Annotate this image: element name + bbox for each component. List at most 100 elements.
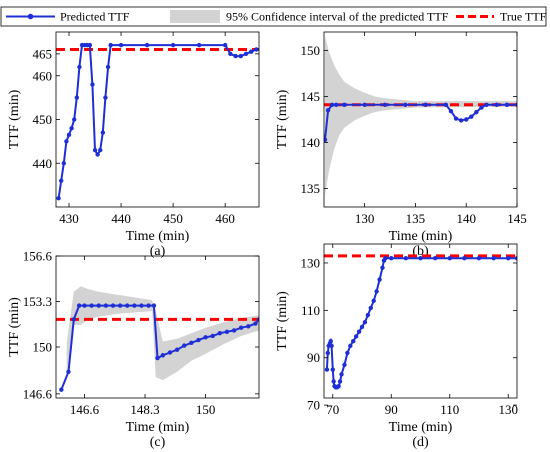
predicted-ttf-point <box>256 317 259 322</box>
predicted-ttf-point <box>103 303 109 308</box>
predicted-ttf-point <box>342 102 347 107</box>
predicted-ttf-point <box>345 350 350 356</box>
predicted-ttf-point <box>151 303 157 308</box>
y-tick-label: 90 <box>307 350 320 365</box>
predicted-ttf-point <box>95 152 100 157</box>
predicted-ttf-point <box>448 109 454 114</box>
predicted-ttf-point <box>125 303 130 308</box>
predicted-ttf-point <box>72 117 77 122</box>
predicted-ttf-point <box>383 256 388 261</box>
y-axis-label: TTF (min) <box>275 89 290 149</box>
plot-frame <box>55 31 260 208</box>
y-tick-label: 450 <box>33 112 53 127</box>
predicted-ttf-point <box>351 338 356 344</box>
predicted-ttf-point <box>329 343 334 349</box>
predicted-ttf-point <box>182 343 187 348</box>
x-tick-label: 440 <box>111 211 131 226</box>
predicted-ttf-point <box>368 305 373 311</box>
y-tick-label: 146.6 <box>23 386 53 401</box>
y-tick-label: 150 <box>301 43 321 58</box>
y-axis-label: TTF (min) <box>275 291 290 351</box>
predicted-ttf-point <box>328 338 333 344</box>
x-axis-label: Time (min) <box>389 420 453 435</box>
y-tick-label: 156.6 <box>23 249 53 264</box>
predicted-ttf-point <box>243 51 249 57</box>
predicted-ttf-point <box>514 102 517 107</box>
x-tick-label: 110 <box>440 402 459 417</box>
predicted-ttf-point <box>339 372 344 377</box>
predicted-ttf-point <box>514 256 517 261</box>
predicted-ttf-point <box>87 42 93 48</box>
predicted-ttf-point <box>103 95 108 100</box>
predicted-ttf-point <box>238 53 243 59</box>
predicted-ttf-point <box>71 317 77 322</box>
panel-caption: (a) <box>150 244 166 259</box>
predicted-ttf-point <box>464 117 469 122</box>
panel-caption: (c) <box>150 435 166 450</box>
predicted-ttf-point <box>66 132 72 138</box>
predicted-ttf-point <box>362 319 368 325</box>
predicted-ttf-point <box>336 383 341 389</box>
y-tick-label: 460 <box>33 68 53 83</box>
y-tick-label: 130 <box>301 255 321 270</box>
predicted-ttf-point <box>458 118 464 123</box>
predicted-ttf-point <box>359 324 365 330</box>
predicted-ttf-point <box>331 379 336 384</box>
predicted-ttf-point <box>476 256 482 261</box>
x-tick-label: 150 <box>196 402 216 417</box>
predicted-ttf-point <box>217 331 223 336</box>
predicted-ttf-point <box>170 42 176 48</box>
chart-panel-a: 430 440 450 460 440 450 460 465 Time (min) TTF (m… <box>7 31 260 259</box>
x-tick-label: 146.6 <box>70 402 100 417</box>
predicted-ttf-point <box>228 51 233 57</box>
predicted-ttf-point <box>403 102 408 107</box>
predicted-ttf-point <box>139 303 144 308</box>
x-tick-label: 430 <box>59 211 79 226</box>
predicted-ttf-point <box>325 350 331 356</box>
predicted-ttf-point <box>447 256 452 261</box>
plot-area <box>324 254 517 390</box>
plot-area <box>56 286 259 392</box>
predicted-ttf-point <box>74 95 80 100</box>
predicted-ttf-point <box>146 303 151 308</box>
x-tick-label: 130 <box>355 211 375 226</box>
predicted-ttf-point <box>389 256 394 261</box>
predicted-ttf-point <box>342 362 347 368</box>
x-tick-label: 148.3 <box>130 402 159 417</box>
legend-ci-label: 95% Confidence interval of the predicted… <box>226 10 449 24</box>
plot-frame <box>55 255 260 399</box>
plot-frame <box>323 243 518 399</box>
x-tick-label: 135 <box>406 211 426 226</box>
x-tick-label: 145 <box>507 211 527 226</box>
panel-caption: (d) <box>412 435 429 450</box>
legend-ci-swatch <box>170 10 220 23</box>
predicted-ttf-point <box>504 102 510 107</box>
predicted-ttf-point <box>160 353 166 358</box>
predicted-ttf-point <box>348 343 353 349</box>
y-tick-label: 153.3 <box>23 294 52 309</box>
predicted-ttf-point <box>337 379 343 384</box>
x-tick-label: 140 <box>456 211 476 226</box>
y-axis-label: TTF (min) <box>7 89 22 149</box>
predicted-ttf-point <box>76 303 82 308</box>
predicted-ttf-point <box>108 42 113 48</box>
predicted-ttf-point <box>324 137 328 142</box>
predicted-ttf-point <box>56 196 61 201</box>
predicted-ttf-point <box>233 53 238 59</box>
predicted-ttf-point <box>377 277 382 282</box>
predicted-ttf-point <box>89 303 94 308</box>
predicted-ttf-point <box>254 47 259 52</box>
legend-true-label: True TTF <box>500 10 547 24</box>
predicted-ttf-point <box>98 147 103 153</box>
chart-panel-d: 70 90 110 130 70 90 110 130 Time (min) TTF (min) (… <box>275 243 518 450</box>
predicted-ttf-point <box>423 102 428 107</box>
y-axis-label: TTF (min) <box>7 297 22 357</box>
predicted-ttf-line <box>57 44 257 199</box>
predicted-ttf-point <box>144 42 150 48</box>
predicted-ttf-point <box>59 178 64 183</box>
predicted-ttf-point <box>474 109 479 115</box>
x-tick-label: 90 <box>385 402 398 417</box>
predicted-ttf-point <box>253 321 258 326</box>
chart-panel-b: 130 135 140 145 135 140 145 150 Time (min) TTF (m… <box>275 31 527 259</box>
predicted-ttf-point <box>59 387 64 392</box>
